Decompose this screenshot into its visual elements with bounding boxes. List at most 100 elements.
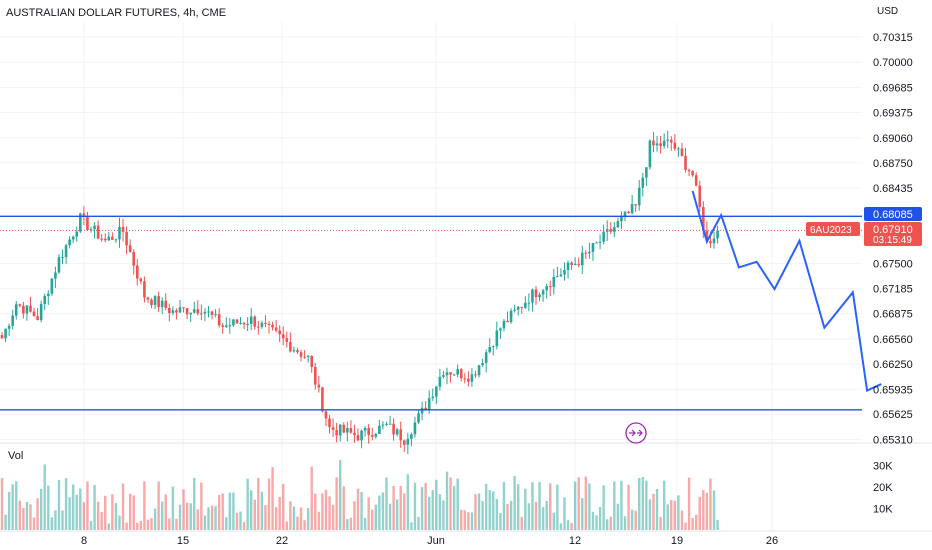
volume-bar: [452, 486, 456, 530]
volume-bar: [89, 521, 93, 530]
time-tick-label: 12: [569, 535, 581, 547]
volume-bar: [257, 477, 260, 530]
volume-bar: [86, 481, 89, 530]
volume-bar: [556, 484, 559, 530]
volume-bar: [25, 501, 29, 530]
volume-bar: [346, 518, 349, 530]
candle-body: [346, 428, 349, 433]
volume-bar: [591, 511, 595, 530]
candle-body: [381, 424, 385, 426]
candle-body: [417, 413, 420, 423]
candle-body: [71, 236, 75, 240]
candle-body: [96, 225, 100, 239]
candle-body: [506, 320, 509, 323]
candle-body: [627, 211, 630, 214]
candle-body: [613, 227, 616, 232]
projection-path[interactable]: [691, 190, 882, 392]
candle-body: [200, 313, 203, 315]
candle-body: [634, 204, 637, 206]
volume-bar: [623, 516, 627, 530]
candle-body: [168, 308, 171, 314]
candle-body: [598, 241, 602, 243]
candle-body: [11, 315, 14, 326]
candle-body: [289, 341, 292, 352]
candle-body: [420, 407, 424, 414]
volume-bar: [111, 494, 114, 530]
volume-bar: [698, 496, 701, 530]
price-tick-label: 0.65310: [873, 435, 913, 447]
volume-bar: [121, 483, 125, 530]
scroll-to-realtime-icon[interactable]: [625, 422, 647, 444]
candle-body: [64, 245, 68, 258]
volume-bar: [217, 494, 221, 530]
candle-body: [442, 375, 445, 377]
volume-bar: [563, 497, 566, 530]
candle-body: [239, 322, 242, 324]
volume-bar: [431, 490, 434, 530]
volume-bar: [442, 500, 445, 530]
candle-body: [602, 231, 605, 242]
candle-body: [253, 316, 257, 327]
volume-bar: [242, 522, 246, 530]
candle-body: [54, 272, 57, 279]
volume-bar: [403, 493, 406, 530]
volume-bar: [435, 479, 438, 530]
volume-bar: [4, 514, 7, 530]
volume-bar: [349, 517, 353, 530]
candle-body: [338, 424, 342, 436]
candle-body: [556, 276, 559, 278]
volume-bar: [662, 480, 666, 530]
candle-body: [356, 435, 360, 441]
volume-bar: [299, 507, 303, 530]
last-price-badge: 0.67910 03:15:49: [864, 222, 922, 246]
candle-body: [178, 307, 182, 313]
candle-body: [470, 374, 474, 382]
volume-bar: [677, 495, 680, 530]
candle-body: [684, 155, 687, 170]
candle-body: [349, 428, 353, 433]
price-axis[interactable]: 0.70315 0.70000 0.69685 0.69375 0.69060 0.687…: [873, 32, 913, 516]
candle-body: [75, 231, 79, 237]
volume-bar: [246, 478, 249, 530]
volume-bar: [531, 482, 534, 530]
candle-body: [7, 325, 11, 329]
volume-bar: [395, 499, 399, 530]
candle-body: [50, 278, 54, 294]
candle-body: [39, 304, 43, 321]
candle-body: [153, 296, 157, 305]
volume-bar: [524, 488, 527, 530]
volume-bars: [0, 460, 719, 530]
candle-body: [18, 304, 22, 306]
volume-bar: [335, 477, 338, 530]
candle-body: [61, 257, 64, 259]
volume-bar: [114, 503, 118, 530]
candle-body: [281, 334, 285, 339]
volume-bar: [164, 494, 167, 530]
time-axis[interactable]: 8 15 22 Jun 12 19 26: [81, 535, 778, 547]
candle-body: [317, 384, 321, 388]
candle-body: [164, 300, 168, 309]
time-tick-label: Jun: [427, 535, 445, 547]
volume-bar: [32, 517, 36, 530]
price-tick-label: 0.70000: [873, 57, 913, 69]
volume-bar: [210, 505, 214, 530]
candle-body: [435, 386, 438, 397]
last-price-text: 0.67910: [873, 224, 913, 236]
candle-body: [637, 187, 641, 206]
horizontal-levels[interactable]: [0, 215, 862, 411]
grid: [0, 22, 932, 532]
candle-body: [677, 148, 680, 150]
volume-bar: [289, 501, 292, 530]
volume-bar: [282, 484, 285, 530]
candle-body: [363, 428, 367, 431]
volume-tick-label: 10K: [873, 504, 893, 516]
volume-bar: [474, 494, 477, 530]
volume-bar: [477, 493, 481, 530]
candle-body: [402, 440, 406, 445]
price-tick-label: 0.68750: [873, 158, 913, 170]
volume-bar: [559, 523, 563, 530]
volume-tick-label: 30K: [873, 461, 893, 473]
volume-bar: [506, 503, 509, 530]
volume-bar: [47, 485, 50, 530]
